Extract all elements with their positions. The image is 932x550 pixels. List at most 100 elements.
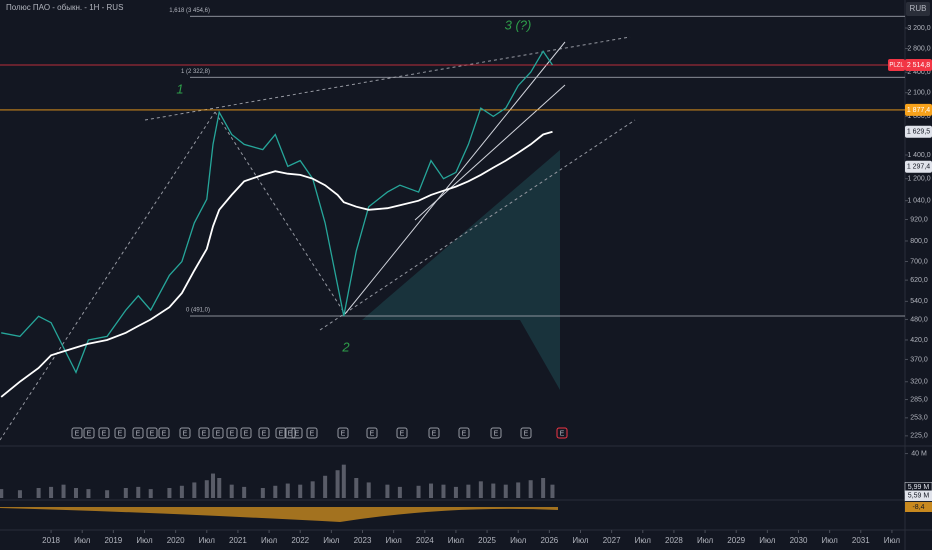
- volume-bar: [17, 490, 22, 498]
- event-marker-label: E: [102, 430, 107, 437]
- event-marker: [306, 427, 318, 439]
- y-tick-label: 1 400,0: [907, 152, 930, 159]
- price-badge: [905, 59, 932, 72]
- event-marker: [556, 427, 568, 439]
- fib-level-label: 1,618 (3 454,6): [169, 8, 210, 14]
- volume-bar: [354, 478, 359, 498]
- y-tick-label: 540,0: [910, 298, 928, 305]
- price-badge-label: 1 877,4: [907, 107, 930, 114]
- event-marker: [396, 427, 408, 439]
- x-tick-label: 2031: [852, 536, 870, 545]
- event-marker: [83, 427, 95, 439]
- volume-bar: [285, 483, 290, 498]
- volume-bar: [273, 485, 278, 498]
- y-tick-label: 1 800,0: [907, 113, 930, 120]
- volume-bar: [192, 482, 197, 498]
- trend-line: [0, 111, 216, 441]
- price-badge: [905, 125, 932, 138]
- channel-line: [344, 41, 566, 315]
- x-tick-label: 2019: [104, 536, 122, 545]
- event-marker: [337, 427, 349, 439]
- event-marker-label: E: [230, 430, 235, 437]
- ticker: PLZL: [889, 63, 904, 69]
- x-tick-label: Июл: [635, 536, 652, 545]
- volume-bar: [323, 475, 328, 498]
- x-tick-label: Июл: [822, 536, 839, 545]
- y-tick-label: 225,0: [910, 433, 928, 440]
- volume-bar: [298, 484, 303, 498]
- volume-bar: [429, 483, 434, 498]
- volume-bar: [385, 484, 390, 498]
- event-marker: [179, 427, 191, 439]
- x-tick-label: 2030: [790, 536, 808, 545]
- volume-bar: [416, 485, 421, 498]
- volume-bar: [478, 481, 483, 498]
- volume-bar: [366, 482, 371, 498]
- x-tick-label: Июл: [386, 536, 403, 545]
- volume-tick-label: 40 М: [911, 450, 927, 457]
- volume-bar: [397, 486, 402, 498]
- volume-bar: [123, 488, 128, 498]
- x-tick-label: 2022: [291, 536, 309, 545]
- volume-bar: [73, 488, 78, 498]
- volume-bar: [211, 473, 216, 498]
- volume-bar: [217, 478, 222, 498]
- volume-bar: [105, 490, 110, 498]
- price-line: [1, 50, 554, 375]
- event-marker: [240, 427, 252, 439]
- price-badge-label: 1 629,5: [907, 129, 930, 136]
- event-marker-label: E: [494, 430, 499, 437]
- y-tick-label: 2 800,0: [907, 45, 930, 52]
- y-tick-label: 480,0: [910, 316, 928, 323]
- event-marker-label: E: [400, 430, 405, 437]
- y-tick-label: 700,0: [910, 258, 928, 265]
- range-fill: [362, 150, 560, 390]
- x-tick-label: 2029: [727, 536, 745, 545]
- x-tick-label: Июл: [759, 536, 776, 545]
- event-marker-label: E: [162, 430, 167, 437]
- volume-bar: [441, 484, 446, 498]
- event-marker-label: E: [310, 430, 315, 437]
- volume-bar: [148, 489, 153, 498]
- x-tick-label: Июл: [510, 536, 527, 545]
- y-tick-label: 920,0: [910, 216, 928, 223]
- volume-bar: [260, 488, 265, 498]
- price-badge-label: 2 514,8: [907, 62, 930, 69]
- event-marker: [132, 427, 144, 439]
- event-marker: [198, 427, 210, 439]
- event-marker: [520, 427, 532, 439]
- event-marker-label: E: [75, 430, 80, 437]
- event-marker-label: E: [183, 430, 188, 437]
- x-tick-label: 2018: [42, 536, 60, 545]
- event-marker-label: E: [288, 430, 293, 437]
- price-badge: [905, 160, 932, 173]
- volume-badge-label: 5,59 М: [908, 493, 930, 500]
- y-tick-label: 2 100,0: [907, 90, 930, 97]
- wave-label: 2: [341, 339, 350, 354]
- volume-bar: [204, 480, 209, 498]
- volume-bar: [528, 480, 533, 498]
- channel-line: [414, 84, 566, 221]
- event-marker: [226, 427, 238, 439]
- y-tick-label: 370,0: [910, 356, 928, 363]
- volume-bar: [550, 484, 555, 498]
- x-tick-label: 2027: [603, 536, 621, 545]
- x-tick-label: Июл: [572, 536, 589, 545]
- volume-bar: [61, 484, 66, 498]
- y-tick-label: 800,0: [910, 238, 928, 245]
- volume-bar: [229, 484, 234, 498]
- event-marker: [146, 427, 158, 439]
- volume-bar: [503, 484, 508, 498]
- volume-bar: [36, 488, 41, 498]
- x-tick-label: Июл: [136, 536, 153, 545]
- volume-bar: [167, 488, 172, 498]
- fib-level-label: 0 (491,0): [186, 308, 210, 314]
- y-tick-label: 420,0: [910, 337, 928, 344]
- volume-bar: [335, 470, 340, 498]
- y-tick-label: 253,0: [910, 415, 928, 422]
- x-tick-label: Июл: [884, 536, 901, 545]
- oscillator-badge-label: -8,4: [912, 504, 924, 511]
- chart-title: Полюс ПАО - обыкн. - 1Н - RUS: [6, 3, 123, 12]
- event-marker: [458, 427, 470, 439]
